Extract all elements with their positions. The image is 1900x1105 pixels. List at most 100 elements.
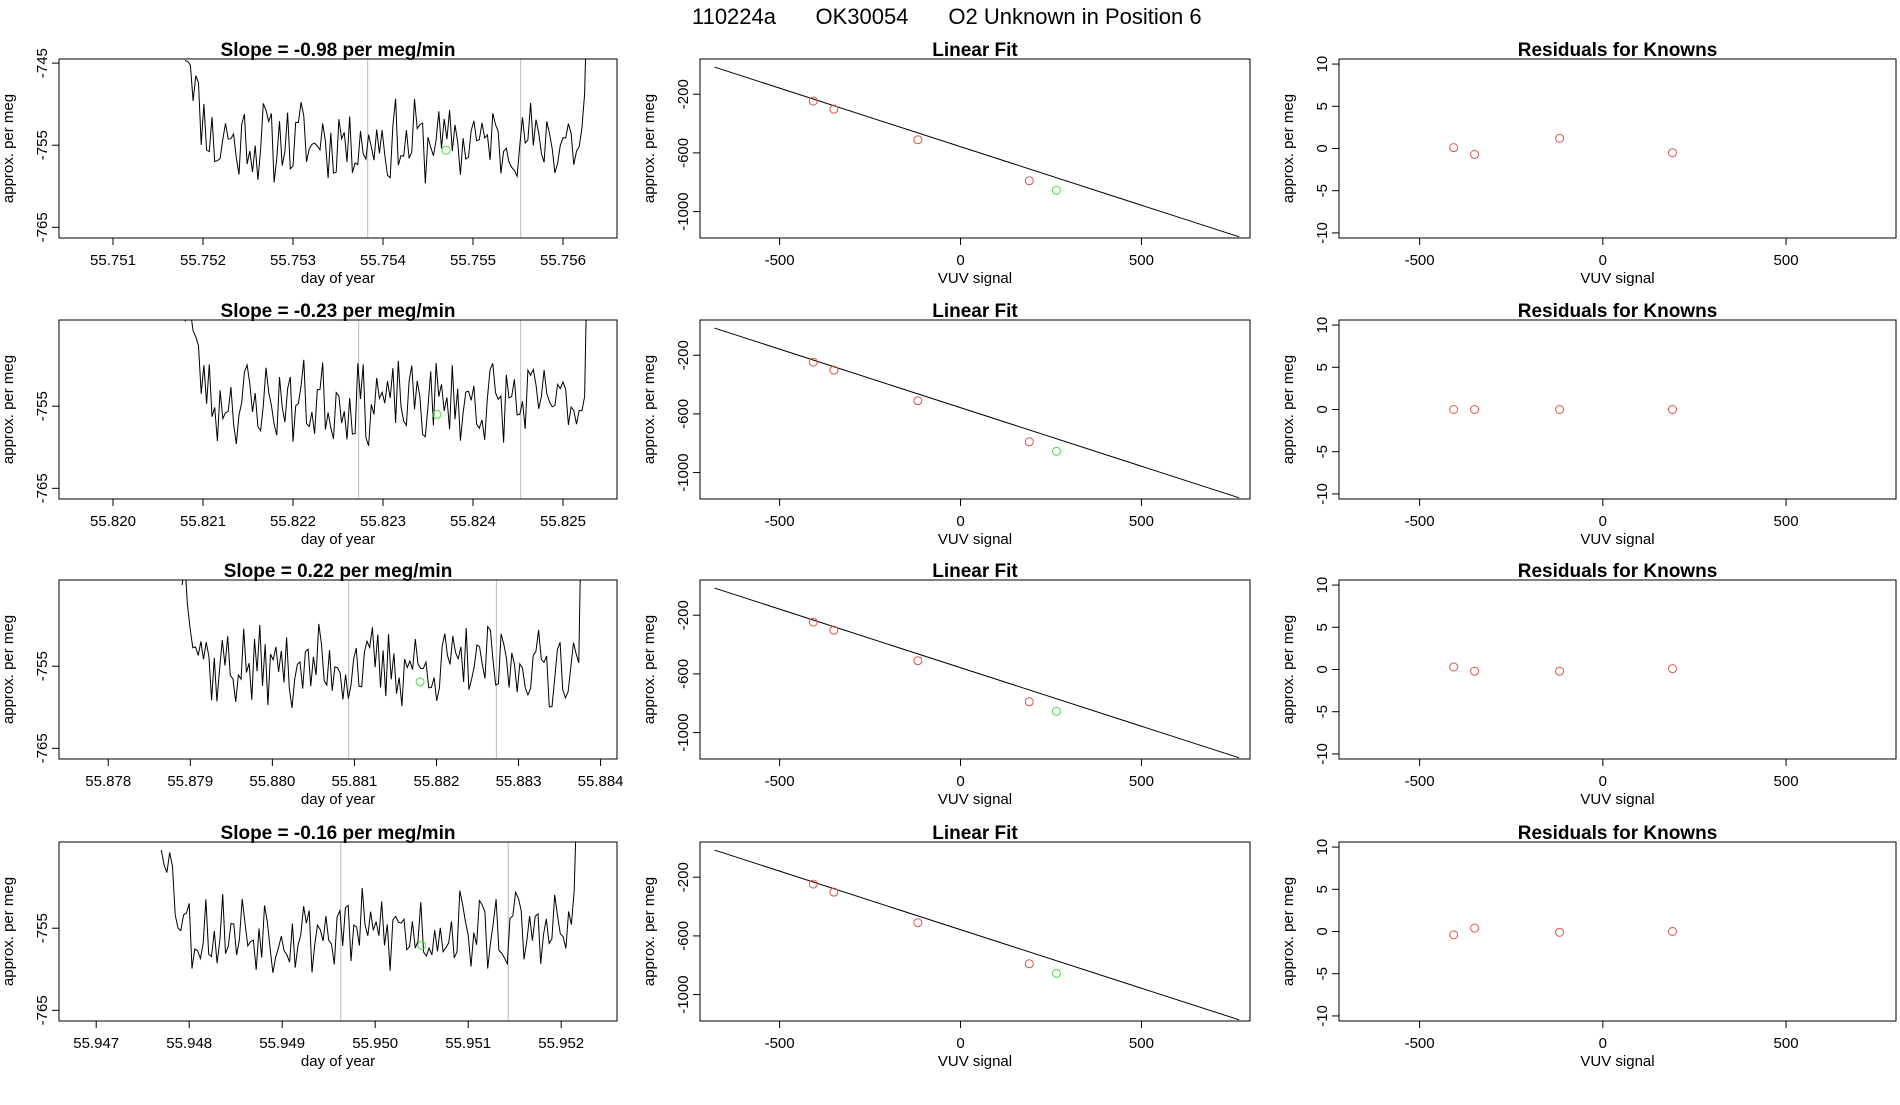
row3-time-plot-frame	[58, 579, 618, 760]
row4-resid-residual-point	[1667, 927, 1677, 936]
row1-resid-residual-point	[1555, 133, 1565, 143]
row3-resid-x-tick-label: 500	[1774, 773, 1799, 790]
row2-resid-x-axis-label: VUV signal	[1580, 531, 1654, 548]
row4-resid-y-tick-label: 0	[1314, 927, 1331, 935]
row1-fit-x-tick-label: 500	[1129, 252, 1154, 269]
row3-time-x-axis-label: day of year	[301, 791, 375, 808]
row3-resid-plot-frame	[1338, 579, 1897, 760]
row3-fit-known-point	[829, 625, 839, 635]
row1-time-x-tick-label: 55.753	[270, 252, 316, 269]
row2-fit-x-tick-label: 0	[956, 513, 964, 530]
row1-resid-y-tick-label: 5	[1314, 102, 1331, 110]
row4-resid-y-axis-label: approx. per meg	[1280, 877, 1297, 986]
row4-resid-y-tick-label: -10	[1314, 1005, 1331, 1027]
row3-time-unknown-point	[415, 677, 425, 687]
row3-resid-title: Residuals for Knowns	[1518, 561, 1718, 582]
row2-resid-y-axis-label: approx. per meg	[1280, 355, 1297, 464]
row2-resid-residual-point	[1449, 405, 1459, 414]
row2-time-y-axis-label: approx. per meg	[0, 355, 17, 464]
row3-fit-regression-line	[714, 587, 1240, 759]
row3-time-x-tick-label: 55.883	[496, 773, 542, 790]
row2-time-x-tick-label: 55.825	[540, 513, 586, 530]
row4-fit-y-tick-label: -1000	[675, 975, 692, 1013]
row4-fit-known-point	[913, 918, 923, 928]
row3-fit-unknown-point	[1051, 706, 1061, 716]
row2-fit-x-axis-label: VUV signal	[938, 531, 1012, 548]
row3-resid-y-tick-label: 10	[1314, 577, 1331, 594]
row3-time-x-tick-label: 55.884	[578, 773, 624, 790]
row1-time-plot-frame	[58, 58, 618, 239]
row4-resid-x-tick-label: 500	[1774, 1035, 1799, 1052]
row1-time-y-tick-label: -745	[34, 48, 51, 78]
main-title-description: O2 Unknown in Position 6	[948, 4, 1201, 29]
row4-resid-x-tick-label: -500	[1405, 1035, 1435, 1052]
row1-time-x-tick-label: 55.751	[90, 252, 136, 269]
row3-resid-y-tick-label: -10	[1314, 743, 1331, 765]
row1-resid-residual-point	[1449, 143, 1459, 153]
row1-time-unknown-point	[441, 145, 451, 155]
row2-resid-plot-frame	[1338, 319, 1897, 500]
row1-time-series-line	[184, 59, 587, 184]
row4-fit-x-tick-label: -500	[765, 1035, 795, 1052]
row4-time-y-tick-label: -755	[34, 913, 51, 943]
row4-fit-y-axis-label: approx. per meg	[641, 877, 658, 986]
row3-resid-y-tick-label: -5	[1314, 705, 1331, 718]
row2-fit-x-tick-label: -500	[765, 513, 795, 530]
row4-fit-known-point	[808, 879, 818, 889]
row3-resid-residual-point	[1449, 662, 1459, 672]
row1-time-title: Slope = -0.98 per meg/min	[221, 40, 456, 61]
row4-fit-x-tick-label: 500	[1129, 1035, 1154, 1052]
row4-fit-x-axis-label: VUV signal	[938, 1053, 1012, 1070]
row4-resid-y-tick-label: 10	[1314, 839, 1331, 856]
row3-time-y-axis-label: approx. per meg	[0, 615, 17, 724]
row4-resid-x-tick-label: 0	[1599, 1035, 1607, 1052]
row1-time-x-axis-label: day of year	[301, 270, 375, 287]
row1-fit-x-axis-label: VUV signal	[938, 270, 1012, 287]
row1-resid-y-tick-label: -10	[1314, 222, 1331, 244]
row4-resid-plot-frame	[1338, 841, 1897, 1022]
row1-time-x-tick-label: 55.752	[180, 252, 226, 269]
row3-resid-x-axis-label: VUV signal	[1580, 791, 1654, 808]
row1-resid-y-tick-label: 10	[1314, 56, 1331, 73]
row3-fit-plot-frame	[699, 579, 1251, 760]
row1-fit-known-point	[808, 96, 818, 106]
row3-fit-y-axis-label: approx. per meg	[641, 615, 658, 724]
row4-time-y-axis-label: approx. per meg	[0, 877, 17, 986]
row2-resid-residual-point	[1470, 405, 1480, 414]
row1-fit-plot-frame	[699, 58, 1251, 239]
row1-fit-y-tick-label: -200	[675, 79, 692, 109]
row1-time-y-axis-label: approx. per meg	[0, 94, 17, 203]
row4-fit-known-point	[1024, 959, 1034, 969]
row2-time-plot-frame	[58, 319, 618, 500]
row1-fit-title: Linear Fit	[932, 40, 1018, 61]
row2-time-series-line	[184, 320, 587, 447]
row2-resid-y-tick-label: 5	[1314, 363, 1331, 371]
row1-fit-regression-line	[714, 66, 1240, 238]
row1-resid-x-tick-label: -500	[1405, 252, 1435, 269]
row2-fit-known-point	[808, 357, 818, 367]
row2-fit-x-tick-label: 500	[1129, 513, 1154, 530]
row3-resid-y-axis-label: approx. per meg	[1280, 615, 1297, 724]
row3-resid-residual-point	[1470, 666, 1480, 676]
row3-fit-y-tick-label: -200	[675, 600, 692, 630]
row3-resid-residual-point	[1667, 664, 1677, 674]
row3-resid-x-tick-label: -500	[1405, 773, 1435, 790]
row4-fit-title: Linear Fit	[932, 823, 1018, 844]
row4-resid-y-tick-label: -5	[1314, 967, 1331, 980]
row1-resid-plot-frame	[1338, 58, 1897, 239]
row2-fit-known-point	[829, 365, 839, 375]
row2-resid-x-tick-label: -500	[1405, 513, 1435, 530]
row2-time-y-tick-label: -755	[34, 391, 51, 421]
row4-time-x-tick-label: 55.947	[73, 1035, 119, 1052]
row3-fit-y-tick-label: -1000	[675, 713, 692, 751]
row4-resid-y-tick-label: 5	[1314, 885, 1331, 893]
row2-time-x-tick-label: 55.822	[270, 513, 316, 530]
row1-fit-unknown-point	[1051, 185, 1061, 195]
row2-fit-known-point	[1024, 437, 1034, 447]
row3-resid-y-tick-label: 0	[1314, 665, 1331, 673]
row1-time-x-tick-label: 55.754	[360, 252, 406, 269]
row2-time-x-tick-label: 55.823	[360, 513, 406, 530]
row4-fit-y-tick-label: -200	[675, 862, 692, 892]
row2-time-title: Slope = -0.23 per meg/min	[221, 301, 456, 322]
